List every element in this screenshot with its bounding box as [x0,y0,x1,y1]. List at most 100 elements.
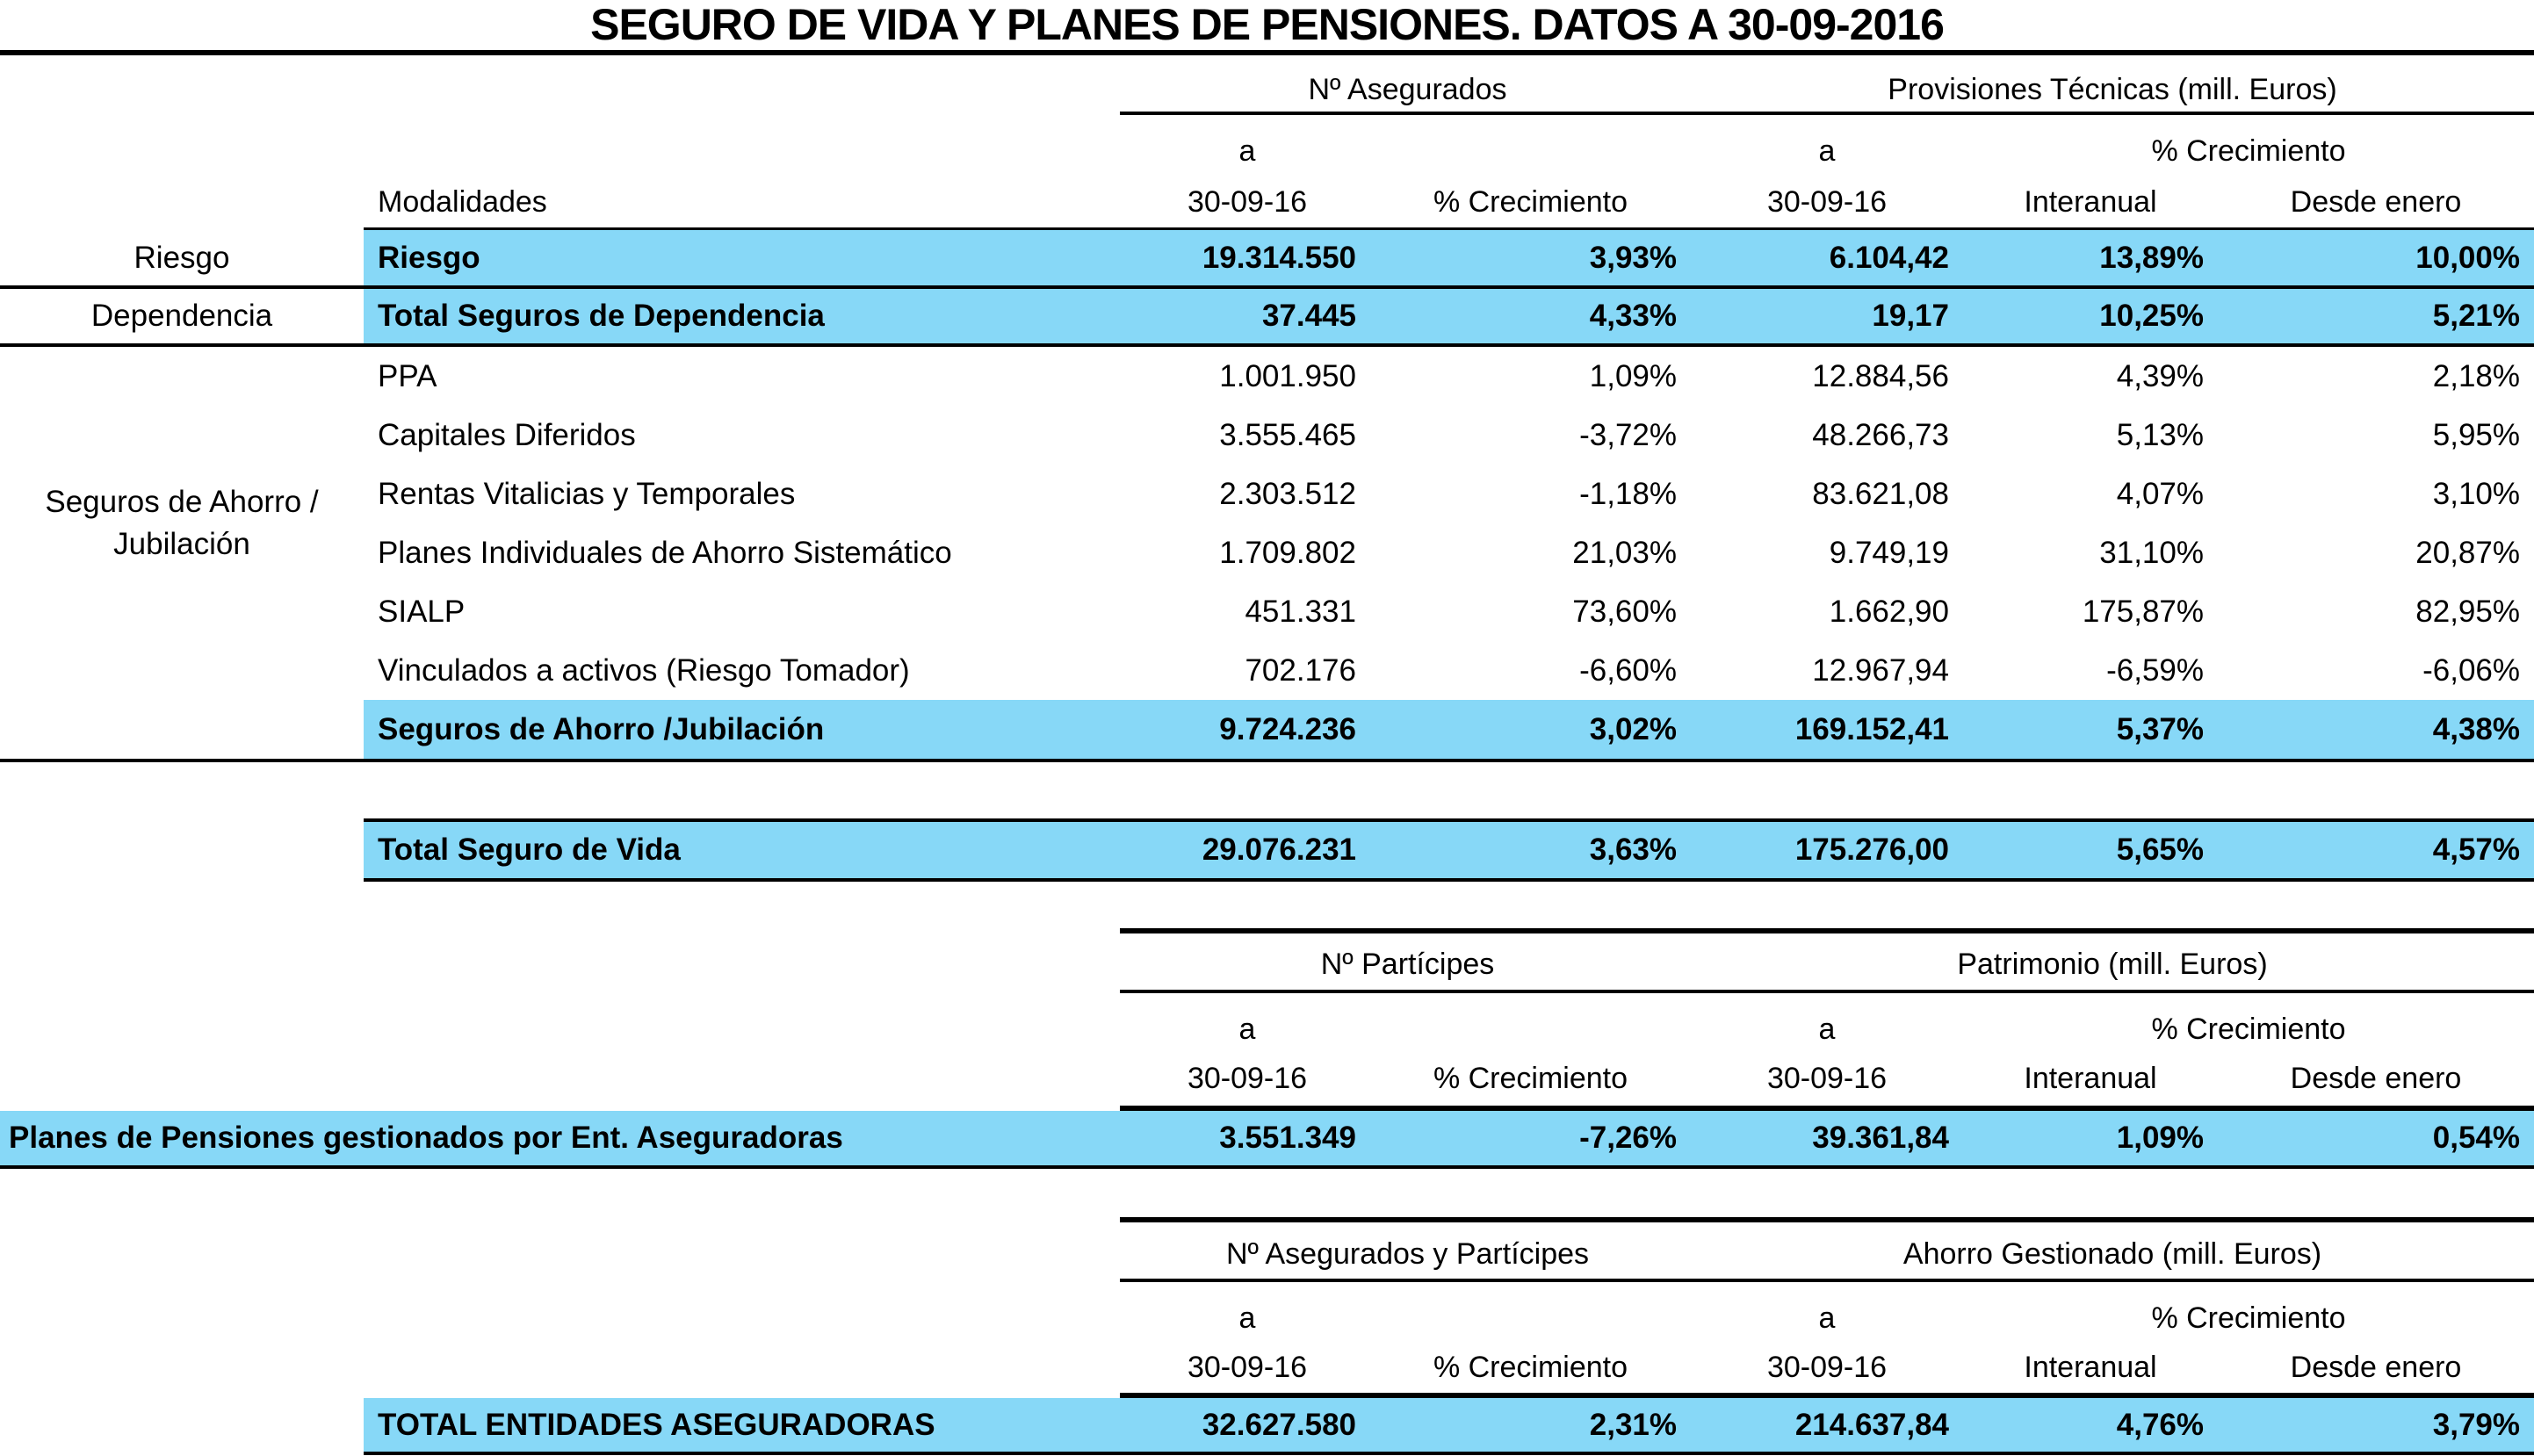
header-modalidades: Modalidades [378,184,547,219]
header-ahorro-gestionado: Ahorro Gestionado (mill. Euros) [1902,1236,2322,1271]
cell-provisiones-30-09-16: 9.749,19 [1829,535,1949,570]
header-a: a [1818,1301,1836,1335]
cell-asegurados-30-09-16: 19.314.550 [1202,240,1356,275]
cell-modalidad: Riesgo [378,240,480,275]
divider [1120,1217,2534,1222]
cell-asegurados-30-09-16: 1.001.950 [1219,358,1356,393]
group-label-riesgo: Riesgo [0,230,364,285]
cell-modalidad: Seguros de Ahorro /Jubilación [378,711,825,746]
cell-provisiones-30-09-16: 175.276,00 [1794,833,1949,867]
cell-desde-enero: 10,00% [2415,240,2520,275]
cell-desde-enero: 5,21% [2432,299,2520,333]
header-n-participes: Nº Partícipes [1320,947,1495,981]
cell-interanual: 31,10% [2099,535,2204,570]
header-desde-enero: Desde enero [2290,184,2462,219]
header-interanual: Interanual [2024,1061,2157,1095]
cell-pct-crecimiento: -1,18% [1579,476,1677,511]
cell-asegurados-participes-30-09-16: 32.627.580 [1202,1407,1356,1442]
header-desde-enero: Desde enero [2290,1350,2462,1384]
header-fecha-30-09-16: 30-09-16 [1187,1350,1308,1384]
header-pct-crecimiento-group: % Crecimiento [2151,133,2346,168]
table-row-riesgo: Riesgo 19.314.550 3,93% 6.104,42 13,89% … [364,230,2534,285]
cell-interanual: 5,37% [2116,711,2204,746]
cell-modalidad: Capitales Diferidos [378,417,636,452]
cell-asegurados-30-09-16: 9.724.236 [1219,711,1356,746]
divider [1120,990,2534,993]
cell-modalidad: TOTAL ENTIDADES ASEGURADORAS [378,1407,935,1442]
cell-desde-enero: 4,57% [2432,833,2520,867]
cell-asegurados-30-09-16: 3.555.465 [1219,417,1356,452]
header-fecha-30-09-16: 30-09-16 [1766,184,1888,219]
header-pct-crecimiento-group: % Crecimiento [2151,1301,2346,1335]
group-label-text: Jubilación [113,527,250,561]
header-n-asegurados: Nº Asegurados [1308,72,1507,106]
cell-desde-enero: 20,87% [2415,535,2520,570]
cell-pct-crecimiento: 73,60% [1572,594,1677,629]
cell-interanual: 5,13% [2116,417,2204,452]
cell-provisiones-30-09-16: 12.884,56 [1812,358,1949,393]
cell-pct-crecimiento: 21,03% [1572,535,1677,570]
cell-provisiones-30-09-16: 19,17 [1872,299,1949,333]
header-fecha-30-09-16: 30-09-16 [1766,1350,1888,1384]
table-row-dependencia-total: Total Seguros de Dependencia 37.445 4,33… [364,289,2534,343]
divider [0,759,2534,762]
cell-desde-enero: -6,06% [2422,652,2520,688]
cell-pct-crecimiento: -6,60% [1579,652,1677,688]
cell-asegurados-30-09-16: 1.709.802 [1219,535,1356,570]
divider [364,227,2534,231]
cell-pct-crecimiento: 3,93% [1589,240,1677,275]
header-a: a [1818,133,1836,168]
cell-asegurados-30-09-16: 451.331 [1245,594,1356,629]
cell-asegurados-30-09-16: 702.176 [1245,652,1356,688]
cell-pct-crecimiento: 4,33% [1589,299,1677,333]
header-a: a [1818,1012,1836,1046]
table-row-vinculados-activos: Vinculados a activos (Riesgo Tomador) 70… [364,641,2534,700]
cell-asegurados-30-09-16: 2.303.512 [1219,476,1356,511]
cell-interanual: 13,89% [2099,240,2204,275]
cell-interanual: 4,39% [2116,358,2204,393]
divider [0,1165,2534,1169]
divider [1120,1393,2534,1398]
header-fecha-30-09-16: 30-09-16 [1187,184,1308,219]
cell-desde-enero: 82,95% [2415,594,2520,629]
header-a: a [1238,1012,1256,1046]
header-a: a [1238,133,1256,168]
divider [1120,1106,2534,1111]
cell-provisiones-30-09-16: 6.104,42 [1829,240,1949,275]
group-label-text: Dependencia [90,299,273,333]
cell-desde-enero: 3,79% [2432,1407,2520,1442]
header-provisiones-tecnicas: Provisiones Técnicas (mill. Euros) [1888,72,2337,106]
divider [364,818,2534,822]
header-pct-crecimiento: % Crecimiento [1433,1061,1628,1095]
group-label-ahorro-jubilacion: Seguros de Ahorro / Jubilación [0,347,364,700]
header-pct-crecimiento: % Crecimiento [1433,1350,1628,1384]
table-row-ahorro-total: Seguros de Ahorro /Jubilación 9.724.236 … [364,700,2534,759]
header-desde-enero: Desde enero [2290,1061,2462,1095]
divider [0,285,2534,289]
cell-interanual: 10,25% [2099,299,2204,333]
header-patrimonio: Patrimonio (mill. Euros) [1957,947,2268,981]
cell-pct-crecimiento: 2,31% [1589,1407,1677,1442]
cell-pct-crecimiento: 3,63% [1589,833,1677,867]
cell-interanual: 175,87% [2082,594,2204,629]
header-a: a [1238,1301,1256,1335]
cell-desde-enero: 3,10% [2432,476,2520,511]
cell-desde-enero: 2,18% [2432,358,2520,393]
header-interanual: Interanual [2024,184,2157,219]
divider [0,50,2534,55]
header-pct-crecimiento-group: % Crecimiento [2151,1012,2346,1046]
divider [364,1452,2534,1455]
cell-asegurados-30-09-16: 29.076.231 [1202,833,1356,867]
cell-interanual: 1,09% [2116,1121,2204,1155]
cell-provisiones-30-09-16: 83.621,08 [1812,476,1949,511]
group-label-text: Riesgo [134,240,230,275]
cell-interanual: -6,59% [2106,652,2204,688]
cell-provisiones-30-09-16: 48.266,73 [1812,417,1949,452]
cell-modalidad: Rentas Vitalicias y Temporales [378,476,796,511]
cell-modalidad: Vinculados a activos (Riesgo Tomador) [378,652,910,688]
divider [1120,1279,2534,1282]
cell-modalidad: SIALP [378,594,466,629]
table-row-total-entidades: TOTAL ENTIDADES ASEGURADORAS 32.627.580 … [364,1398,2534,1452]
table-row-ppa: PPA 1.001.950 1,09% 12.884,56 4,39% 2,18… [364,347,2534,406]
